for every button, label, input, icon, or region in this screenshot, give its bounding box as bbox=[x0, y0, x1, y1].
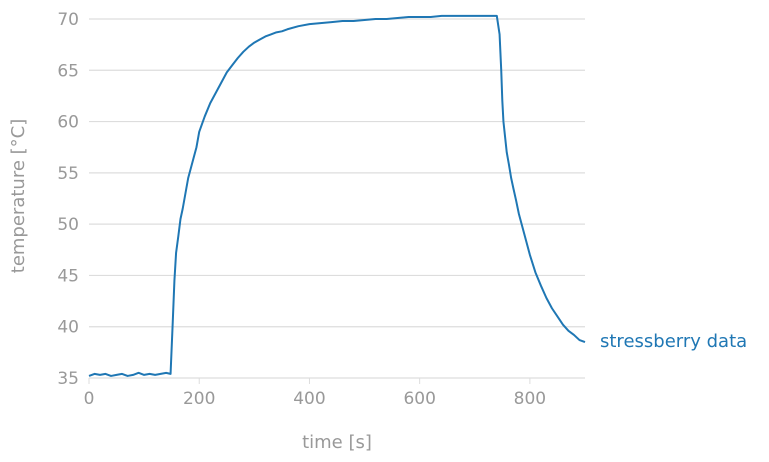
x-tick-label: 200 bbox=[183, 389, 215, 409]
y-tick-label: 35 bbox=[57, 369, 79, 389]
y-tick-label: 50 bbox=[57, 215, 79, 235]
y-tick-label: 55 bbox=[57, 164, 79, 184]
y-tick-label: 65 bbox=[57, 61, 79, 81]
x-tick-label: 600 bbox=[403, 389, 435, 409]
y-tick-label: 40 bbox=[57, 318, 79, 338]
y-tick-label: 60 bbox=[57, 113, 79, 133]
x-tick-label: 400 bbox=[293, 389, 325, 409]
y-tick-label: 45 bbox=[57, 266, 79, 286]
series-line-stressberry-data bbox=[88, 14, 586, 377]
y-axis-label: temperature [°C] bbox=[8, 119, 29, 273]
x-tick-label: 800 bbox=[514, 389, 546, 409]
x-tick-labels: 0 200 400 600 800 bbox=[84, 378, 546, 409]
y-tick-label: 70 bbox=[57, 10, 79, 30]
x-tick-label: 0 bbox=[84, 389, 95, 409]
gridlines bbox=[89, 18, 585, 328]
series-label: stressberry data bbox=[600, 331, 747, 352]
x-axis-label: time [s] bbox=[302, 432, 372, 453]
y-tick-labels: 35 40 45 50 55 60 65 70 bbox=[57, 10, 79, 389]
